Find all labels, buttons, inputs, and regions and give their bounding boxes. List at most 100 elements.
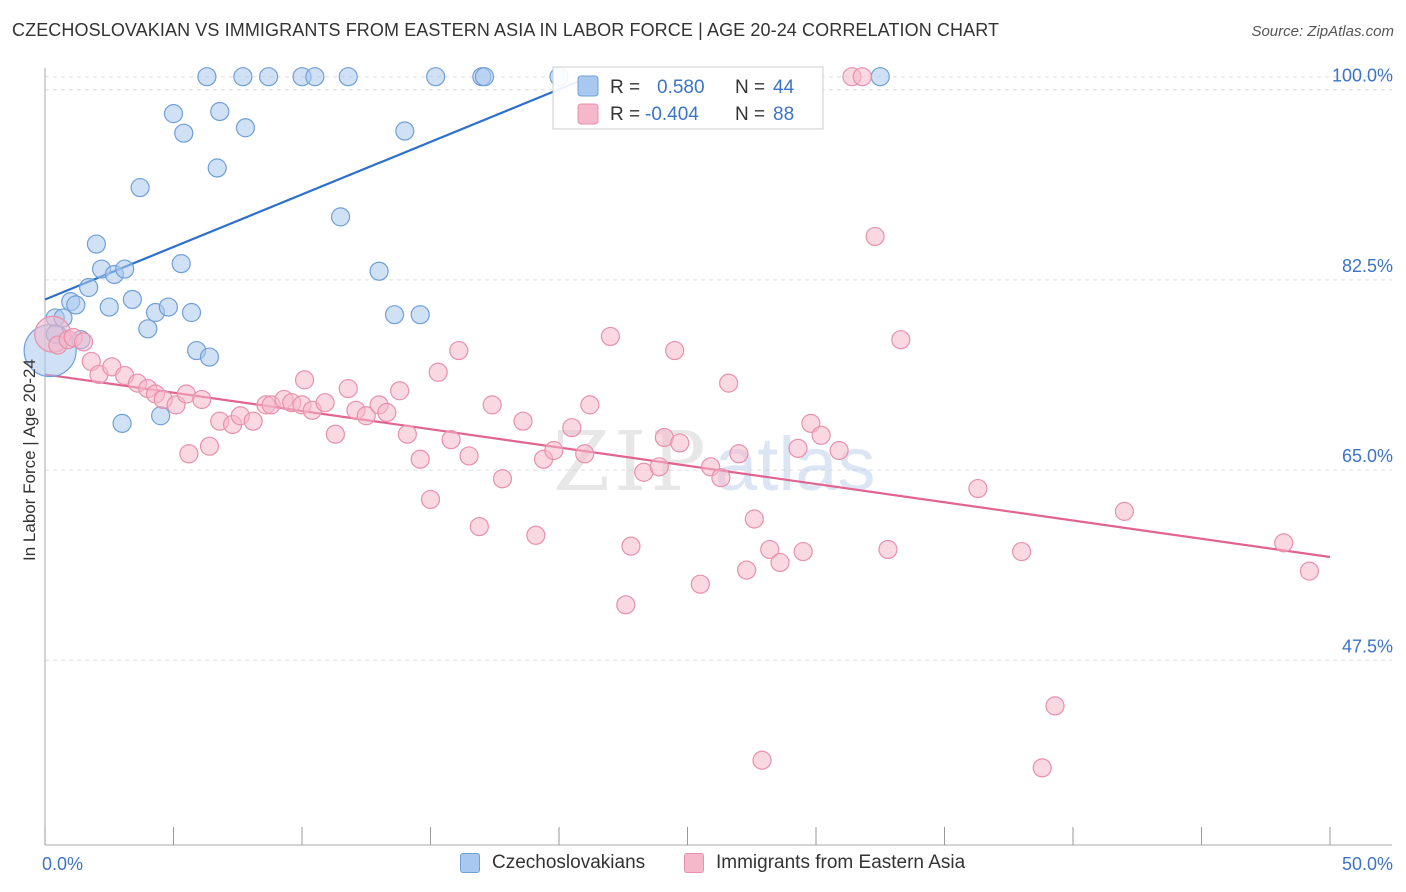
point-pink-50 xyxy=(544,440,564,461)
point-blue-34 xyxy=(338,67,358,87)
point-pink-88 xyxy=(1299,561,1320,581)
point-blue-21 xyxy=(174,123,194,143)
legend-label-immigrants-eastern-asia: Immigrants from Eastern Asia xyxy=(716,852,966,873)
point-blue-10 xyxy=(99,297,119,317)
point-pink-51 xyxy=(562,418,582,438)
point-pink-40 xyxy=(428,362,448,382)
point-pink-82 xyxy=(968,478,988,499)
tick-labels: 100.0% 82.5% 65.0% 47.5% 0.0% 50.0% xyxy=(42,66,1393,874)
stats-n-value-pink: 88 xyxy=(773,104,794,125)
y-tick-label-1: 82.5% xyxy=(1342,256,1393,276)
point-blue-44 xyxy=(112,413,132,433)
point-pink-37 xyxy=(397,424,417,444)
point-pink-16 xyxy=(192,389,212,410)
stats-legend: R = 0.580 N = 44 R = -0.404 N = 88 xyxy=(552,66,824,130)
point-pink-15 xyxy=(179,444,199,464)
y-tick-label-2: 65.0% xyxy=(1342,446,1393,466)
point-pink-35 xyxy=(377,402,397,423)
point-blue-19 xyxy=(163,104,184,124)
point-pink-76 xyxy=(829,440,849,461)
stats-n-label-pink: N = xyxy=(735,104,765,125)
point-pink-61 xyxy=(670,433,690,453)
point-pink-86 xyxy=(1114,501,1135,521)
point-pink-84 xyxy=(1032,758,1052,778)
x-tick-label-1: 50.0% xyxy=(1342,854,1393,874)
point-pink-30 xyxy=(325,424,346,444)
legend-item-czechoslovakians: Czechoslovakians xyxy=(460,852,645,874)
point-blue-14 xyxy=(130,177,150,198)
point-blue-39 xyxy=(426,67,446,87)
point-pink-67 xyxy=(737,560,757,580)
stats-n-label-blue: N = xyxy=(735,77,765,98)
chart-title: CZECHOSLOVAKIAN VS IMMIGRANTS FROM EASTE… xyxy=(12,20,1000,40)
legend-item-immigrants-eastern-asia: Immigrants from Eastern Asia xyxy=(684,852,965,874)
point-blue-7 xyxy=(79,277,99,298)
point-pink-64 xyxy=(711,468,731,488)
point-blue-33 xyxy=(330,207,351,227)
point-pink-60 xyxy=(665,340,685,361)
point-pink-83 xyxy=(1011,541,1032,562)
legend-swatch-pink xyxy=(684,853,704,873)
point-blue-13 xyxy=(122,289,142,310)
x-tick-label-0: 0.0% xyxy=(42,854,83,874)
point-blue-38 xyxy=(410,305,430,325)
point-pink-41 xyxy=(441,430,461,450)
point-pink-66 xyxy=(729,444,749,464)
point-pink-80 xyxy=(878,539,898,560)
point-pink-62 xyxy=(690,574,710,594)
point-pink-21 xyxy=(243,411,263,431)
point-pink-42 xyxy=(449,340,469,361)
point-blue-36 xyxy=(384,305,405,325)
stats-r-label-pink: R = xyxy=(610,104,640,125)
point-pink-73 xyxy=(793,541,813,562)
stats-legend-swatch-blue xyxy=(577,75,599,97)
point-pink-17 xyxy=(199,436,220,456)
point-pink-38 xyxy=(410,449,430,469)
point-blue-37 xyxy=(395,121,415,141)
point-pink-46 xyxy=(492,469,513,489)
point-blue-22 xyxy=(181,302,202,323)
stats-r-value-pink: -0.404 xyxy=(645,104,699,125)
gridlines xyxy=(45,76,1392,661)
point-pink-4 xyxy=(73,332,94,352)
point-blue-15 xyxy=(138,319,158,339)
legend-label-czechoslovakians: Czechoslovakians xyxy=(492,852,646,873)
stats-r-value-blue: 0.580 xyxy=(657,77,705,98)
point-pink-54 xyxy=(600,326,621,347)
watermark-atlas: atlas xyxy=(715,422,876,507)
trend-line-pink xyxy=(44,373,1331,559)
point-blue-41 xyxy=(474,67,495,87)
point-pink-68 xyxy=(744,509,764,529)
point-pink-33 xyxy=(356,406,376,426)
point-pink-39 xyxy=(420,489,441,510)
point-pink-87 xyxy=(1274,533,1294,553)
point-pink-31 xyxy=(338,378,358,399)
legend-swatch-blue xyxy=(460,853,480,873)
bottom-legend: Czechoslovakians Immigrants from Eastern… xyxy=(0,852,1406,878)
point-pink-78 xyxy=(852,67,872,87)
data-points xyxy=(23,67,1320,778)
trend-line-blue xyxy=(44,77,586,301)
point-blue-30 xyxy=(258,67,279,87)
point-pink-69 xyxy=(752,750,772,770)
point-blue-29 xyxy=(233,67,253,87)
point-blue-35 xyxy=(369,261,389,281)
point-pink-70 xyxy=(760,539,780,560)
point-blue-8 xyxy=(86,234,107,254)
point-blue-26 xyxy=(207,158,227,178)
stats-n-value-blue: 44 xyxy=(773,77,795,98)
point-blue-25 xyxy=(199,347,220,367)
point-pink-58 xyxy=(649,457,669,477)
y-tick-label-0: 100.0% xyxy=(1332,66,1393,86)
point-blue-28 xyxy=(235,118,256,138)
point-blue-24 xyxy=(197,67,217,87)
point-pink-36 xyxy=(390,381,410,401)
point-blue-20 xyxy=(171,254,191,274)
y-axis-label: In Labor Force | Age 20-24 xyxy=(20,359,39,561)
point-pink-45 xyxy=(482,395,502,415)
point-pink-65 xyxy=(719,373,739,393)
point-pink-47 xyxy=(513,411,533,431)
point-pink-75 xyxy=(811,425,831,445)
point-blue-12 xyxy=(115,259,135,279)
